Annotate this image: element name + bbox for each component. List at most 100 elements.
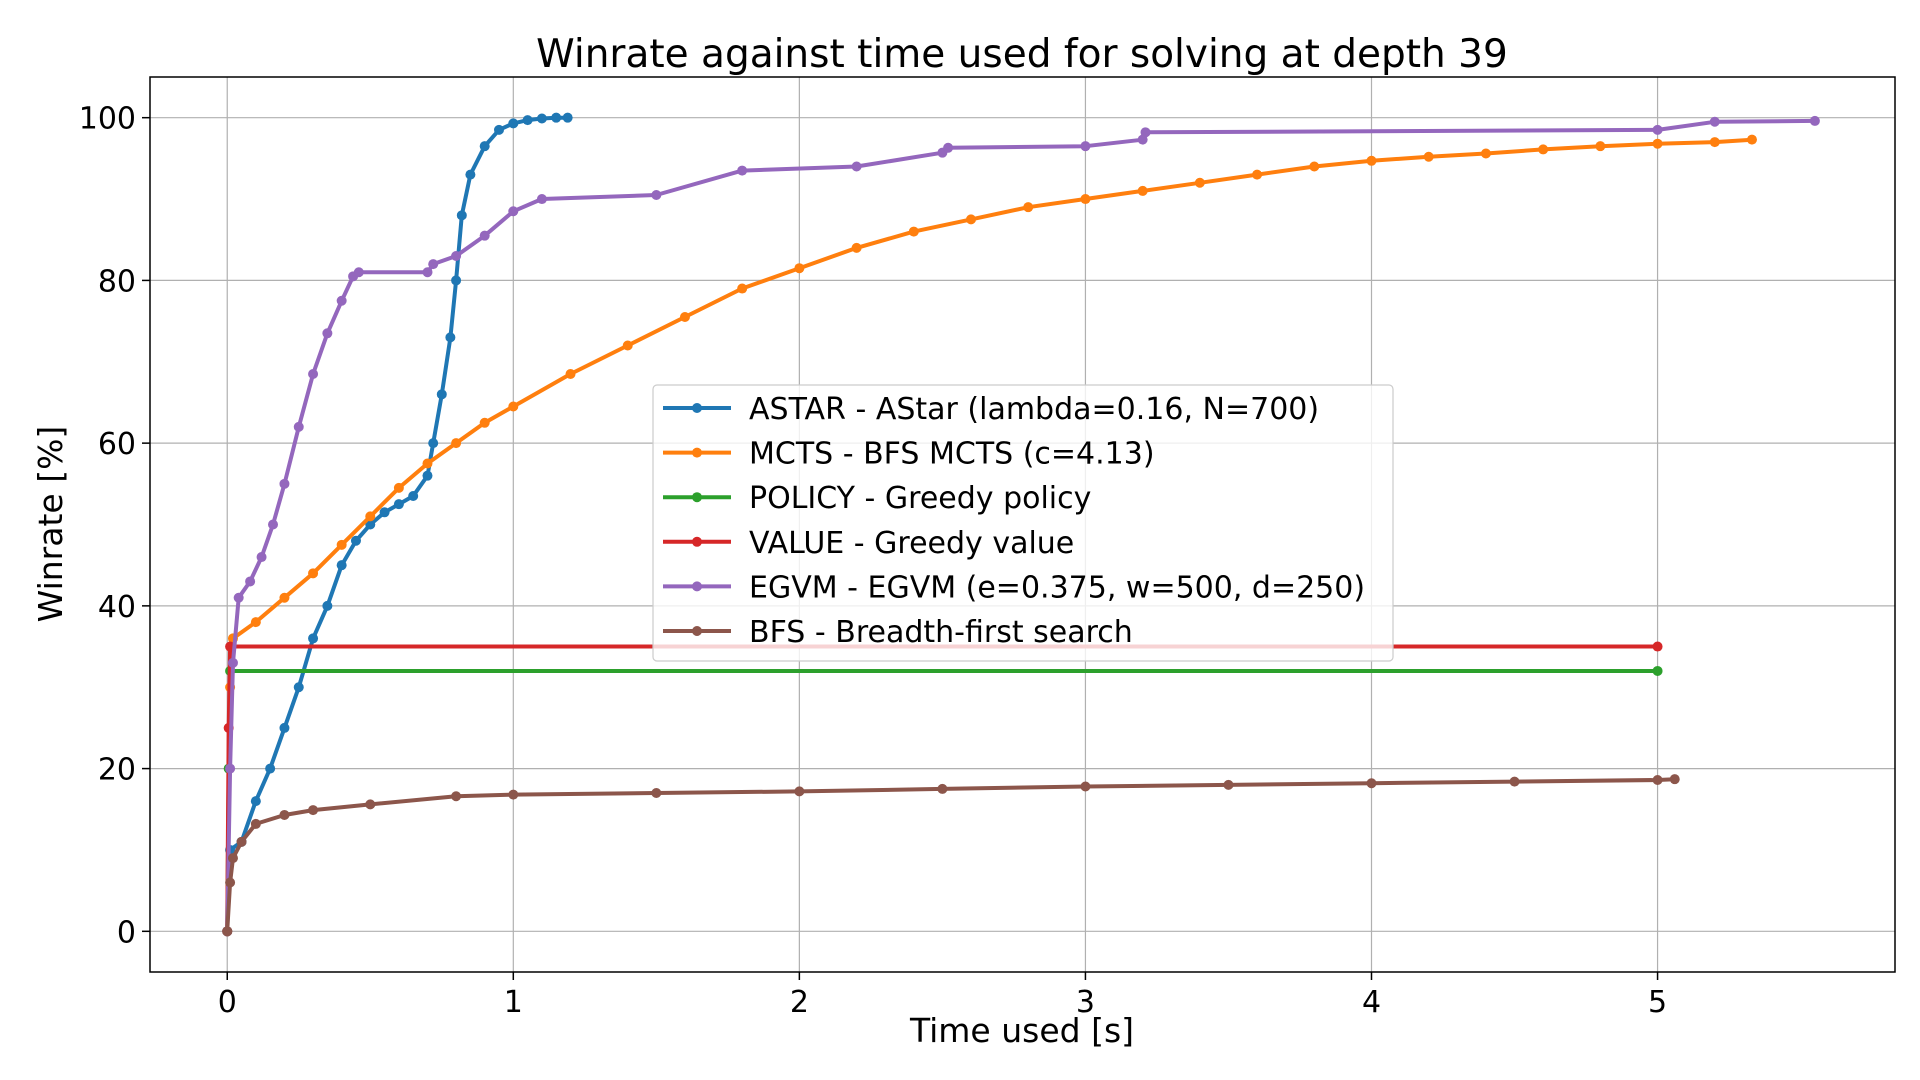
data-point bbox=[1652, 138, 1663, 149]
y-tick-label: 80 bbox=[98, 264, 136, 299]
legend-label: EGVM - EGVM (e=0.375, w=500, d=250) bbox=[749, 570, 1365, 605]
x-tick-label: 4 bbox=[1362, 985, 1381, 1020]
legend-marker bbox=[692, 626, 702, 636]
data-point bbox=[268, 519, 279, 530]
data-point bbox=[479, 417, 490, 428]
data-point bbox=[1652, 774, 1663, 785]
series-line bbox=[225, 115, 568, 932]
data-point bbox=[227, 657, 238, 668]
y-tick-label: 100 bbox=[79, 102, 136, 137]
data-point bbox=[1669, 774, 1680, 785]
data-point bbox=[308, 633, 319, 644]
data-point bbox=[679, 312, 690, 323]
series-1 bbox=[222, 134, 1757, 937]
legend-label: VALUE - Greedy value bbox=[749, 526, 1074, 561]
data-point bbox=[536, 194, 547, 205]
data-point bbox=[1366, 778, 1377, 789]
data-point bbox=[622, 340, 633, 351]
data-point bbox=[1252, 169, 1263, 180]
data-point bbox=[1709, 116, 1720, 127]
y-tick-label: 0 bbox=[117, 915, 136, 950]
data-point bbox=[508, 206, 519, 217]
data-point bbox=[353, 267, 364, 278]
data-point bbox=[794, 263, 805, 274]
data-point bbox=[508, 118, 519, 129]
data-point bbox=[1509, 776, 1520, 787]
data-point bbox=[1538, 144, 1549, 155]
data-point bbox=[536, 113, 547, 124]
y-tick-label: 20 bbox=[98, 753, 136, 788]
data-point bbox=[322, 328, 333, 339]
data-point bbox=[365, 519, 376, 530]
data-point bbox=[1595, 141, 1606, 152]
data-point bbox=[1080, 781, 1091, 792]
data-point bbox=[225, 877, 236, 888]
data-point bbox=[494, 124, 504, 135]
series-5 bbox=[222, 774, 1680, 937]
data-point bbox=[479, 230, 490, 241]
legend-frame bbox=[652, 384, 1394, 662]
data-point bbox=[1652, 641, 1663, 652]
data-point bbox=[1309, 161, 1320, 172]
data-point bbox=[937, 783, 948, 794]
data-point bbox=[293, 682, 304, 693]
data-point bbox=[422, 267, 433, 278]
data-point bbox=[308, 368, 319, 379]
series-line bbox=[225, 777, 1675, 932]
data-point bbox=[256, 552, 267, 563]
series-2 bbox=[222, 665, 1663, 937]
legend-marker bbox=[692, 536, 702, 547]
data-point bbox=[508, 789, 519, 800]
y-tick-label: 60 bbox=[98, 427, 136, 462]
data-point bbox=[393, 499, 404, 510]
data-point bbox=[250, 617, 261, 628]
x-tick-label: 5 bbox=[1648, 985, 1667, 1020]
x-tick-label: 2 bbox=[790, 985, 809, 1020]
data-point bbox=[794, 786, 805, 797]
data-point bbox=[250, 818, 261, 829]
y-tick-label: 40 bbox=[98, 590, 136, 625]
data-point bbox=[279, 478, 290, 489]
data-point bbox=[293, 421, 304, 432]
data-point bbox=[1709, 137, 1720, 148]
data-point bbox=[365, 511, 376, 522]
data-point bbox=[308, 805, 319, 816]
data-point bbox=[428, 259, 439, 270]
data-point bbox=[225, 763, 236, 774]
y-axis: 0 20 40 60 80 100 bbox=[79, 102, 150, 950]
data-point bbox=[1223, 779, 1234, 790]
data-point bbox=[737, 283, 748, 294]
data-point bbox=[465, 169, 476, 180]
data-point bbox=[379, 507, 390, 518]
data-point bbox=[737, 165, 748, 176]
data-point bbox=[451, 251, 462, 261]
data-point bbox=[1140, 127, 1151, 138]
data-point bbox=[1652, 665, 1663, 676]
data-point bbox=[227, 853, 238, 864]
data-point bbox=[233, 592, 244, 603]
data-point bbox=[651, 788, 662, 798]
data-point bbox=[408, 491, 419, 502]
data-point bbox=[1023, 202, 1034, 213]
x-tick-label: 0 bbox=[218, 985, 237, 1020]
x-axis: 0 1 2 3 4 5 bbox=[218, 972, 1667, 1020]
legend-marker bbox=[692, 492, 702, 503]
data-point bbox=[1809, 115, 1820, 126]
data-point bbox=[1480, 148, 1491, 159]
data-point bbox=[1366, 155, 1377, 166]
data-point bbox=[365, 799, 376, 810]
data-point bbox=[428, 438, 439, 449]
data-point bbox=[393, 482, 404, 493]
data-point bbox=[451, 438, 462, 449]
data-point bbox=[222, 926, 233, 937]
data-point bbox=[908, 226, 919, 237]
data-point bbox=[336, 560, 347, 571]
data-point bbox=[562, 112, 573, 123]
legend-label: MCTS - BFS MCTS (c=4.13) bbox=[749, 437, 1155, 472]
data-point bbox=[565, 368, 576, 379]
data-point bbox=[279, 722, 290, 733]
data-point bbox=[350, 535, 361, 546]
legend-marker bbox=[692, 447, 702, 458]
data-point bbox=[1652, 124, 1663, 135]
